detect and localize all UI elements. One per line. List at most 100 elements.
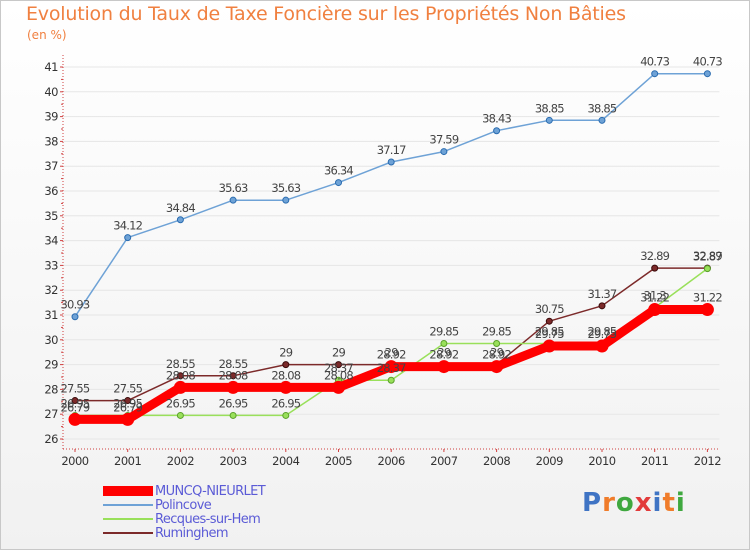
data-point bbox=[282, 411, 290, 419]
x-tick-label: 2000 bbox=[61, 454, 88, 468]
data-label: 31.22 bbox=[693, 291, 722, 305]
data-point bbox=[226, 380, 240, 394]
data-point bbox=[229, 372, 237, 380]
data-label: 40.73 bbox=[640, 55, 669, 69]
x-tick-label: 2009 bbox=[536, 454, 563, 468]
x-tick-label: 2008 bbox=[483, 454, 510, 468]
x-tick-label: 2003 bbox=[219, 454, 246, 468]
logo-letter: i bbox=[652, 488, 663, 518]
x-tick-label: 2006 bbox=[378, 454, 405, 468]
data-label: 38.85 bbox=[588, 101, 617, 115]
data-label: 28.08 bbox=[166, 368, 195, 382]
data-point bbox=[703, 70, 711, 78]
legend-label: Ruminghem bbox=[155, 526, 229, 541]
data-label: 27.55 bbox=[113, 382, 142, 396]
series-polincove bbox=[71, 70, 711, 321]
x-tick-label: 2002 bbox=[167, 454, 194, 468]
y-tick-label: 26 bbox=[44, 432, 58, 446]
logo-letter: t bbox=[662, 488, 676, 518]
data-label: 32.87 bbox=[693, 250, 722, 264]
data-point bbox=[387, 376, 395, 384]
data-point bbox=[282, 361, 290, 369]
data-label: 29.85 bbox=[588, 325, 617, 339]
data-point bbox=[648, 303, 662, 317]
y-tick-label: 32 bbox=[44, 283, 58, 297]
data-point bbox=[598, 116, 606, 124]
data-point bbox=[124, 397, 132, 405]
data-label: 26.95 bbox=[219, 396, 248, 410]
data-label: 26.79 bbox=[113, 400, 142, 414]
data-point bbox=[598, 302, 606, 310]
series-layer bbox=[68, 70, 714, 426]
chart-title: Evolution du Taux de Taxe Foncière sur l… bbox=[26, 3, 626, 25]
data-label: 29 bbox=[490, 346, 504, 360]
y-tick-label: 34 bbox=[44, 234, 58, 248]
y-tick-label: 36 bbox=[44, 184, 58, 198]
y-tick-label: 35 bbox=[44, 209, 58, 223]
data-label: 38.43 bbox=[482, 112, 511, 126]
logo-letter: i bbox=[675, 488, 686, 518]
y-tick-label: 39 bbox=[44, 110, 58, 124]
y-tick-label: 28 bbox=[44, 382, 58, 396]
data-point bbox=[542, 339, 556, 353]
data-label: 30.75 bbox=[535, 302, 564, 316]
data-point bbox=[437, 360, 451, 374]
proxiti-logo: Proxiti bbox=[582, 488, 686, 518]
data-point bbox=[176, 372, 184, 380]
data-point bbox=[332, 380, 345, 394]
data-point bbox=[335, 179, 342, 187]
y-tick-label: 30 bbox=[44, 333, 58, 347]
data-label: 29 bbox=[437, 346, 451, 360]
data-label: 38.85 bbox=[535, 101, 564, 115]
data-point bbox=[71, 397, 79, 405]
data-label: 28.55 bbox=[219, 357, 248, 371]
legend-swatch bbox=[103, 486, 153, 496]
y-tick-label: 29 bbox=[44, 358, 58, 372]
legend-label: Polincove bbox=[155, 498, 212, 513]
data-point bbox=[545, 317, 553, 325]
x-tick-label: 2005 bbox=[325, 454, 352, 468]
legend-label: Recques-sur-Hem bbox=[155, 512, 261, 527]
data-label: 29 bbox=[279, 346, 293, 360]
data-point bbox=[595, 339, 609, 353]
data-label: 31.3 bbox=[643, 289, 666, 303]
legend-swatch bbox=[103, 504, 153, 506]
data-point bbox=[229, 411, 237, 419]
y-tick-label: 27 bbox=[44, 407, 58, 421]
y-tick-label: 41 bbox=[44, 60, 58, 74]
data-labels: 30.93 34.12 34.84 35.63 35.63 36.34 37.17 37.59… bbox=[61, 55, 724, 415]
x-tick-label: 2004 bbox=[272, 454, 299, 468]
data-point bbox=[493, 127, 501, 135]
logo-letter: r bbox=[602, 488, 616, 518]
data-label: 34.84 bbox=[166, 201, 195, 215]
data-label: 34.12 bbox=[113, 219, 142, 233]
data-label: 28.37 bbox=[377, 361, 406, 375]
data-point bbox=[700, 303, 714, 317]
y-tick-label: 38 bbox=[44, 134, 58, 148]
x-tick-label: 2010 bbox=[588, 454, 615, 468]
x-tick-label: 2012 bbox=[694, 454, 721, 468]
unit-label: (en %) bbox=[27, 28, 67, 42]
y-tick-label: 37 bbox=[44, 159, 58, 173]
data-label: 29 bbox=[332, 346, 346, 360]
data-label: 30.93 bbox=[61, 298, 90, 312]
data-label: 28.08 bbox=[324, 368, 353, 382]
data-label: 35.63 bbox=[271, 181, 300, 195]
legend-label: MUNCQ-NIEURLET bbox=[155, 484, 266, 499]
data-point bbox=[121, 412, 135, 426]
data-label: 31.37 bbox=[588, 287, 617, 301]
data-point bbox=[651, 264, 659, 272]
data-label: 29.75 bbox=[588, 327, 617, 341]
data-point bbox=[493, 340, 501, 348]
data-point bbox=[651, 70, 659, 78]
y-tick-label: 33 bbox=[44, 258, 58, 272]
x-tick-label: 2001 bbox=[114, 454, 141, 468]
data-point bbox=[176, 411, 184, 419]
legend-swatch bbox=[103, 518, 153, 520]
data-point bbox=[68, 412, 82, 426]
data-label: 26.95 bbox=[166, 396, 195, 410]
data-point bbox=[173, 380, 187, 394]
data-point bbox=[176, 216, 184, 224]
data-point bbox=[440, 148, 448, 156]
